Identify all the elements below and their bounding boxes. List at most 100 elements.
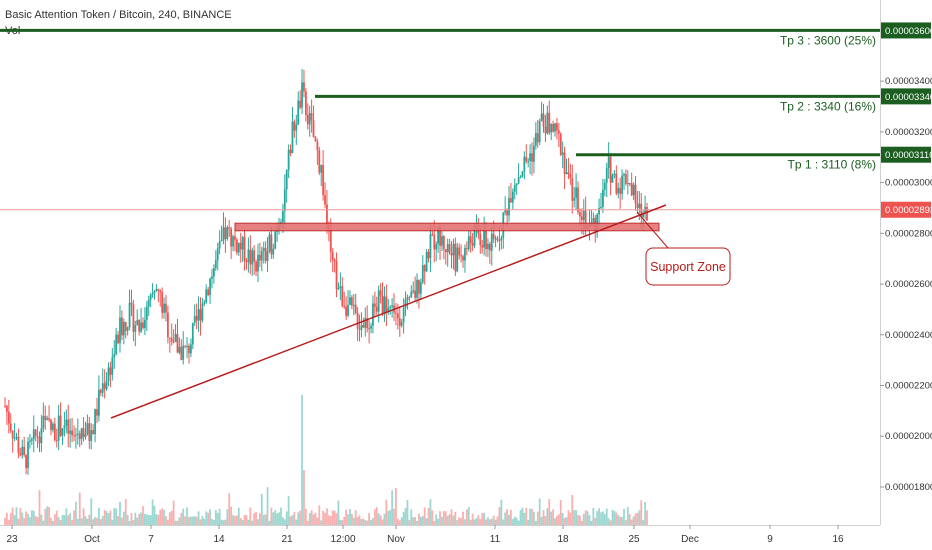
volume-bar — [546, 508, 549, 525]
volume-bar — [368, 513, 371, 525]
volume-bar — [322, 510, 325, 525]
candle-body — [508, 198, 510, 216]
volume-bar — [490, 518, 493, 525]
candle-body — [538, 120, 541, 143]
volume-bar — [406, 499, 409, 525]
volume-bar — [628, 514, 631, 525]
candle-body — [389, 306, 392, 308]
volume-bar — [354, 510, 357, 525]
candle-body — [611, 175, 614, 183]
support-zone-callout[interactable] — [645, 247, 731, 286]
candle-body — [293, 121, 296, 131]
uptrend-line[interactable] — [110, 204, 667, 419]
candle-body — [65, 419, 68, 426]
volume-bar — [251, 520, 254, 525]
volume-bar — [567, 510, 570, 525]
volume-bar — [475, 518, 478, 525]
candle-body — [228, 227, 231, 229]
candle-body — [136, 320, 139, 326]
candle-body — [511, 191, 514, 203]
volume-bar — [262, 515, 265, 525]
volume-bar — [130, 513, 133, 525]
candle-body — [132, 304, 135, 332]
volume-bar — [157, 514, 160, 525]
candle-body — [450, 253, 453, 256]
candle-body — [86, 423, 89, 435]
candle-body — [360, 324, 363, 330]
volume-bar — [391, 490, 394, 525]
candle-body — [165, 303, 167, 313]
candle-body — [11, 430, 14, 439]
volume-bar — [88, 514, 91, 525]
volume-bar — [272, 512, 275, 525]
support-zone-rect[interactable] — [234, 222, 660, 232]
candle-body — [258, 254, 261, 261]
volume-bar — [9, 513, 12, 525]
candle-body — [174, 334, 177, 342]
candle-body — [473, 225, 476, 246]
candle-body — [456, 247, 459, 272]
volume-bar — [554, 518, 556, 525]
volume-bar — [481, 513, 484, 525]
time-tick-label: 16 — [832, 534, 844, 545]
candle-body — [544, 126, 547, 134]
volume-bar — [326, 508, 328, 525]
volume-bar — [151, 499, 154, 525]
volume-bar — [485, 519, 487, 525]
volume-bar — [444, 511, 447, 525]
volume-bar — [527, 520, 530, 525]
volume-bar — [373, 509, 376, 525]
volume-bar — [30, 510, 33, 525]
volume-bar — [425, 518, 428, 525]
candle-body — [115, 334, 118, 355]
candle-body — [441, 236, 443, 246]
candle-body — [36, 436, 39, 438]
candle-body — [218, 241, 221, 249]
volume-bar — [36, 517, 39, 525]
candle-body — [350, 297, 353, 306]
price-tick-label: 0.00003200 — [885, 127, 932, 138]
candle-body — [352, 304, 355, 306]
volume-bar — [220, 519, 223, 525]
candle-body — [337, 287, 340, 289]
volume-bar — [23, 517, 26, 525]
candle-body — [203, 302, 206, 304]
volume-bar — [99, 519, 102, 525]
candle-body — [234, 236, 236, 240]
candle-body — [427, 251, 430, 259]
volume-bar — [15, 507, 18, 525]
volume-bar — [479, 519, 482, 525]
time-tick-label: 9 — [767, 534, 773, 545]
candle-body — [573, 198, 576, 201]
candle-body — [536, 133, 539, 143]
candle-body — [465, 248, 468, 250]
candle-body — [260, 251, 263, 261]
volume-bar — [218, 508, 221, 525]
candle-body — [239, 242, 242, 250]
price-tick-label: 0.00003400 — [885, 76, 932, 87]
candle-body — [580, 216, 583, 221]
candle-body — [381, 295, 384, 315]
volume-bar — [320, 520, 323, 525]
volume-bar — [586, 511, 589, 525]
candle-body — [362, 324, 365, 328]
candle-body — [140, 322, 142, 332]
candle-body — [487, 243, 489, 250]
volume-bar — [465, 509, 468, 525]
volume-bar — [266, 487, 269, 525]
candle-body — [247, 249, 250, 263]
candle-body — [122, 321, 125, 336]
volume-bar — [345, 509, 348, 525]
candle-body — [48, 418, 50, 420]
volume-bar — [590, 520, 593, 525]
candle-body — [178, 346, 181, 353]
target-label: Tp 1 : 3110 (8%) — [788, 158, 877, 172]
candle-body — [548, 112, 551, 133]
volume-bar — [13, 515, 16, 525]
volume-bar — [201, 515, 204, 525]
volume-bar — [375, 507, 378, 525]
volume-bar — [613, 511, 616, 525]
volume-bar — [303, 470, 305, 525]
volume-bar — [312, 514, 315, 525]
